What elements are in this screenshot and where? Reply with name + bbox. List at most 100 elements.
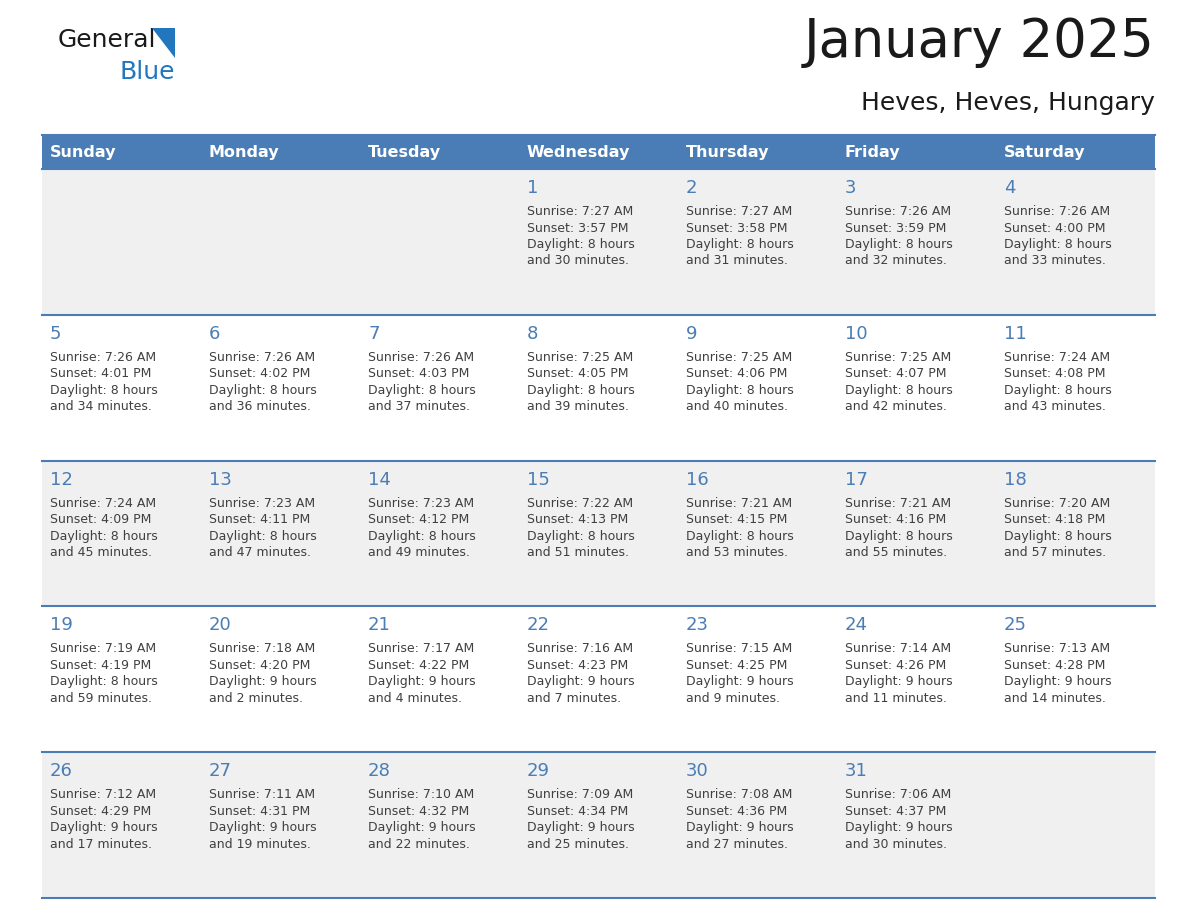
Text: Sunrise: 7:13 AM: Sunrise: 7:13 AM: [1004, 643, 1110, 655]
Text: Sunset: 4:28 PM: Sunset: 4:28 PM: [1004, 659, 1105, 672]
Text: 30: 30: [685, 762, 709, 780]
Text: Sunrise: 7:14 AM: Sunrise: 7:14 AM: [845, 643, 952, 655]
Text: Sunrise: 7:25 AM: Sunrise: 7:25 AM: [527, 351, 633, 364]
Text: 2: 2: [685, 179, 697, 197]
Text: Daylight: 8 hours: Daylight: 8 hours: [685, 530, 794, 543]
Text: and 55 minutes.: and 55 minutes.: [845, 546, 947, 559]
Text: 27: 27: [209, 762, 232, 780]
Text: 11: 11: [1004, 325, 1026, 342]
Text: Sunset: 4:02 PM: Sunset: 4:02 PM: [209, 367, 310, 380]
Text: Daylight: 8 hours: Daylight: 8 hours: [50, 530, 158, 543]
Text: 15: 15: [527, 471, 550, 488]
Text: Daylight: 9 hours: Daylight: 9 hours: [685, 822, 794, 834]
Text: Daylight: 8 hours: Daylight: 8 hours: [845, 384, 953, 397]
Bar: [42, 607, 1155, 752]
Text: and 31 minutes.: and 31 minutes.: [685, 254, 788, 267]
Text: 28: 28: [368, 762, 391, 780]
Bar: [42, 461, 1155, 607]
Text: Sunday: Sunday: [50, 144, 116, 160]
Text: and 49 minutes.: and 49 minutes.: [368, 546, 470, 559]
Text: Sunrise: 7:26 AM: Sunrise: 7:26 AM: [368, 351, 474, 364]
Bar: [42, 135, 1155, 169]
Text: Sunset: 3:57 PM: Sunset: 3:57 PM: [527, 221, 628, 234]
Text: 10: 10: [845, 325, 867, 342]
Text: January 2025: January 2025: [804, 16, 1155, 68]
Bar: [42, 752, 1155, 898]
Text: Sunset: 4:31 PM: Sunset: 4:31 PM: [209, 805, 310, 818]
Text: Sunset: 3:59 PM: Sunset: 3:59 PM: [845, 221, 947, 234]
Text: Sunrise: 7:08 AM: Sunrise: 7:08 AM: [685, 789, 792, 801]
Text: Saturday: Saturday: [1004, 144, 1086, 160]
Text: Sunrise: 7:09 AM: Sunrise: 7:09 AM: [527, 789, 633, 801]
Text: Sunrise: 7:20 AM: Sunrise: 7:20 AM: [1004, 497, 1111, 509]
Text: and 37 minutes.: and 37 minutes.: [368, 400, 470, 413]
Text: Sunrise: 7:11 AM: Sunrise: 7:11 AM: [209, 789, 315, 801]
Text: 14: 14: [368, 471, 391, 488]
Text: Sunrise: 7:19 AM: Sunrise: 7:19 AM: [50, 643, 156, 655]
Text: and 22 minutes.: and 22 minutes.: [368, 838, 470, 851]
Text: 9: 9: [685, 325, 697, 342]
Text: and 59 minutes.: and 59 minutes.: [50, 692, 152, 705]
Text: Sunrise: 7:26 AM: Sunrise: 7:26 AM: [845, 205, 952, 218]
Text: Sunset: 4:22 PM: Sunset: 4:22 PM: [368, 659, 469, 672]
Text: Sunrise: 7:21 AM: Sunrise: 7:21 AM: [845, 497, 952, 509]
Text: Sunset: 4:18 PM: Sunset: 4:18 PM: [1004, 513, 1105, 526]
Text: Thursday: Thursday: [685, 144, 770, 160]
Text: and 39 minutes.: and 39 minutes.: [527, 400, 628, 413]
Text: 20: 20: [209, 616, 232, 634]
Text: Daylight: 9 hours: Daylight: 9 hours: [209, 676, 317, 688]
Text: Daylight: 8 hours: Daylight: 8 hours: [1004, 384, 1112, 397]
Text: Sunrise: 7:21 AM: Sunrise: 7:21 AM: [685, 497, 792, 509]
Text: Sunrise: 7:06 AM: Sunrise: 7:06 AM: [845, 789, 952, 801]
Text: and 7 minutes.: and 7 minutes.: [527, 692, 621, 705]
Text: Daylight: 8 hours: Daylight: 8 hours: [1004, 238, 1112, 251]
Text: Sunset: 4:16 PM: Sunset: 4:16 PM: [845, 513, 947, 526]
Text: Sunrise: 7:24 AM: Sunrise: 7:24 AM: [50, 497, 156, 509]
Text: Sunrise: 7:25 AM: Sunrise: 7:25 AM: [845, 351, 952, 364]
Text: Sunrise: 7:26 AM: Sunrise: 7:26 AM: [1004, 205, 1110, 218]
Text: Sunrise: 7:26 AM: Sunrise: 7:26 AM: [209, 351, 315, 364]
Text: and 25 minutes.: and 25 minutes.: [527, 838, 628, 851]
Text: Daylight: 9 hours: Daylight: 9 hours: [845, 822, 953, 834]
Text: and 19 minutes.: and 19 minutes.: [209, 838, 311, 851]
Text: Sunset: 4:29 PM: Sunset: 4:29 PM: [50, 805, 151, 818]
Text: 13: 13: [209, 471, 232, 488]
Text: and 30 minutes.: and 30 minutes.: [527, 254, 628, 267]
Text: and 17 minutes.: and 17 minutes.: [50, 838, 152, 851]
Text: and 43 minutes.: and 43 minutes.: [1004, 400, 1106, 413]
Text: Sunset: 4:23 PM: Sunset: 4:23 PM: [527, 659, 628, 672]
Text: 4: 4: [1004, 179, 1016, 197]
Text: 8: 8: [527, 325, 538, 342]
Text: Daylight: 8 hours: Daylight: 8 hours: [685, 238, 794, 251]
Text: Friday: Friday: [845, 144, 901, 160]
Text: 31: 31: [845, 762, 868, 780]
Text: Sunrise: 7:27 AM: Sunrise: 7:27 AM: [527, 205, 633, 218]
Text: and 40 minutes.: and 40 minutes.: [685, 400, 788, 413]
Text: and 57 minutes.: and 57 minutes.: [1004, 546, 1106, 559]
Text: Sunrise: 7:24 AM: Sunrise: 7:24 AM: [1004, 351, 1110, 364]
Text: 12: 12: [50, 471, 72, 488]
Text: Daylight: 8 hours: Daylight: 8 hours: [368, 384, 475, 397]
Text: and 51 minutes.: and 51 minutes.: [527, 546, 628, 559]
Text: Sunset: 4:06 PM: Sunset: 4:06 PM: [685, 367, 788, 380]
Text: Monday: Monday: [209, 144, 279, 160]
Text: Sunset: 4:11 PM: Sunset: 4:11 PM: [209, 513, 310, 526]
Text: and 4 minutes.: and 4 minutes.: [368, 692, 462, 705]
Text: Sunset: 4:13 PM: Sunset: 4:13 PM: [527, 513, 628, 526]
Text: and 33 minutes.: and 33 minutes.: [1004, 254, 1106, 267]
Text: 16: 16: [685, 471, 709, 488]
Text: 21: 21: [368, 616, 391, 634]
Text: Tuesday: Tuesday: [368, 144, 441, 160]
Text: Sunrise: 7:22 AM: Sunrise: 7:22 AM: [527, 497, 633, 509]
Text: Daylight: 9 hours: Daylight: 9 hours: [685, 676, 794, 688]
Text: Sunset: 4:15 PM: Sunset: 4:15 PM: [685, 513, 788, 526]
Text: Sunrise: 7:26 AM: Sunrise: 7:26 AM: [50, 351, 156, 364]
Text: and 27 minutes.: and 27 minutes.: [685, 838, 788, 851]
Text: General: General: [58, 28, 157, 52]
Polygon shape: [152, 28, 175, 58]
Text: Daylight: 9 hours: Daylight: 9 hours: [368, 676, 475, 688]
Text: 5: 5: [50, 325, 62, 342]
Text: 23: 23: [685, 616, 709, 634]
Text: 18: 18: [1004, 471, 1026, 488]
Text: Sunset: 4:34 PM: Sunset: 4:34 PM: [527, 805, 628, 818]
